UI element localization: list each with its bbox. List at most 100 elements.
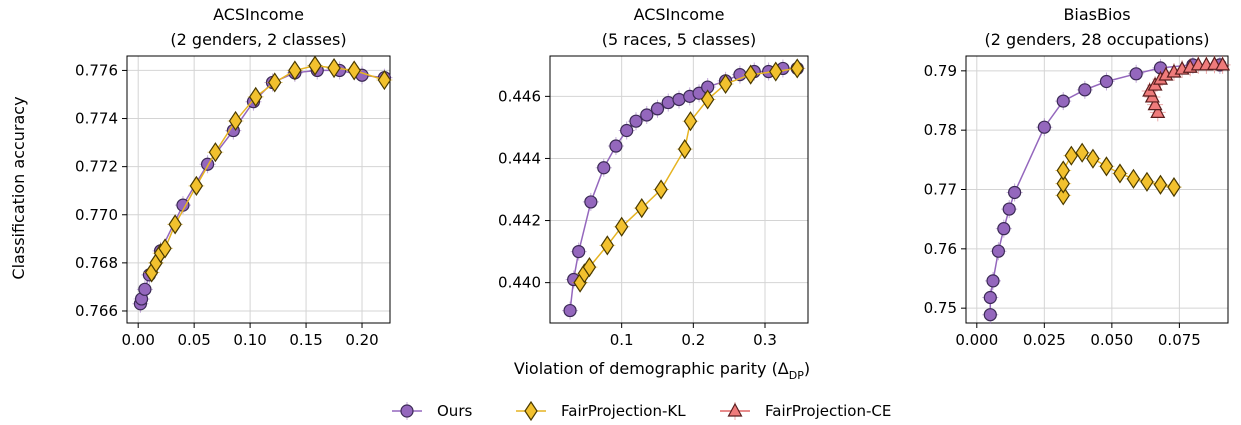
series-fairprojection-kl [143,55,393,283]
data-point [1099,74,1114,89]
data-point [1147,96,1163,111]
x-tick-label: 0.10 [233,331,266,349]
data-point [640,108,654,122]
data-point [983,308,997,322]
panel-subtitle: (2 genders, 2 classes) [170,30,346,49]
data-point [1056,94,1070,108]
data-point [1153,174,1168,195]
y-tick-label: 0.772 [75,158,118,176]
data-point [1150,104,1166,118]
y-tick-label: 0.768 [75,254,118,272]
data-point [377,69,392,91]
data-point [614,216,629,237]
data-point [347,60,361,81]
panel-biasbios: 0.000 0.025 0.050 0.075 0.75 0.76 0.77 0.78 0.79… [924,5,1231,349]
data-point [635,198,649,219]
data-point [1056,173,1070,194]
data-point [308,55,322,76]
y-tick-label: 0.77 [924,181,957,199]
data-point [1037,120,1051,134]
x-tick-label: 0.15 [289,331,322,349]
x-tick-label: 0.075 [1158,331,1201,349]
y-tick-label: 0.444 [498,149,541,167]
data-point [683,111,698,132]
x-tick-label: 0.1 [610,331,634,349]
data-point [1056,185,1070,206]
data-point [228,110,243,132]
panel-title: ACSIncome [213,5,304,24]
data-point [288,60,302,81]
panel-acsincome-race: 0.1 0.2 0.3 0.440 0.442 0.444 0.446 ACSIncome (5… [498,5,809,349]
data-point [997,222,1011,236]
data-point [790,58,804,79]
legend-marker [727,402,743,417]
data-point [1064,145,1079,166]
axes-frame [126,55,391,324]
data-point [268,72,282,93]
y-tick-label: 0.75 [924,299,957,317]
data-point [661,95,675,110]
x-tick-label: 0.025 [1023,331,1066,349]
legend-item: FairProjection-KL [516,400,686,422]
data-point [1113,163,1127,184]
data-point [327,57,341,79]
y-tick-label: 0.442 [498,212,541,230]
legend-label: Ours [437,402,472,420]
y-tick-label: 0.446 [498,87,541,105]
data-point [1126,168,1141,189]
data-point [189,175,204,196]
x-tick-label: 0.3 [753,331,777,349]
series-fairprojection-kl [572,58,806,293]
y-tick-label: 0.776 [75,61,118,79]
series-fairprojection-ce [1141,55,1231,122]
series-ours [562,59,806,320]
panel-title: ACSIncome [634,5,725,24]
y-axis-label: Classification accuracy [9,96,28,279]
data-point [769,61,783,82]
data-point [138,282,152,296]
x-axis-label: Violation of demographic parity (ΔDP) [514,359,810,382]
data-point [1140,171,1154,192]
series-line [150,64,385,273]
legend-label: FairProjection-KL [561,402,686,420]
y-tick-label: 0.78 [924,121,957,139]
data-point [1078,83,1092,97]
data-point [991,244,1006,258]
legend-marker [524,400,538,422]
data-point [1002,202,1016,216]
data-point [1099,156,1114,177]
x-tick-label: 0.20 [345,331,378,349]
series-line [569,67,798,311]
data-point [743,64,758,85]
data-point [563,303,577,318]
data-point [1215,56,1231,71]
data-point [168,214,182,235]
data-point [700,89,715,110]
data-point [584,195,598,209]
x-tick-label: 0.2 [681,331,705,349]
data-point [1075,142,1089,163]
y-tick-label: 0.76 [924,240,957,258]
data-point [609,139,623,153]
x-axis-label-subscript: DP [789,369,804,382]
panel-title: BiasBios [1063,5,1130,24]
data-point [983,290,997,305]
legend-label: FairProjection-CE [765,402,891,420]
data-point [1129,67,1143,81]
data-point [1008,185,1022,200]
legend: Ours FairProjection-KL FairProjection-CE [392,400,891,422]
x-tick-label: 0.000 [955,331,998,349]
data-point [1056,160,1070,181]
data-point [620,123,634,138]
series-line [139,69,385,304]
data-point [718,73,733,95]
y-tick-label: 0.770 [75,206,118,224]
panel-subtitle: (5 races, 5 classes) [602,30,756,49]
legend-item: FairProjection-CE [720,402,891,420]
data-point [1167,177,1181,198]
data-point [650,102,665,116]
data-point [672,92,686,107]
data-point [597,161,611,175]
data-point [600,235,615,256]
